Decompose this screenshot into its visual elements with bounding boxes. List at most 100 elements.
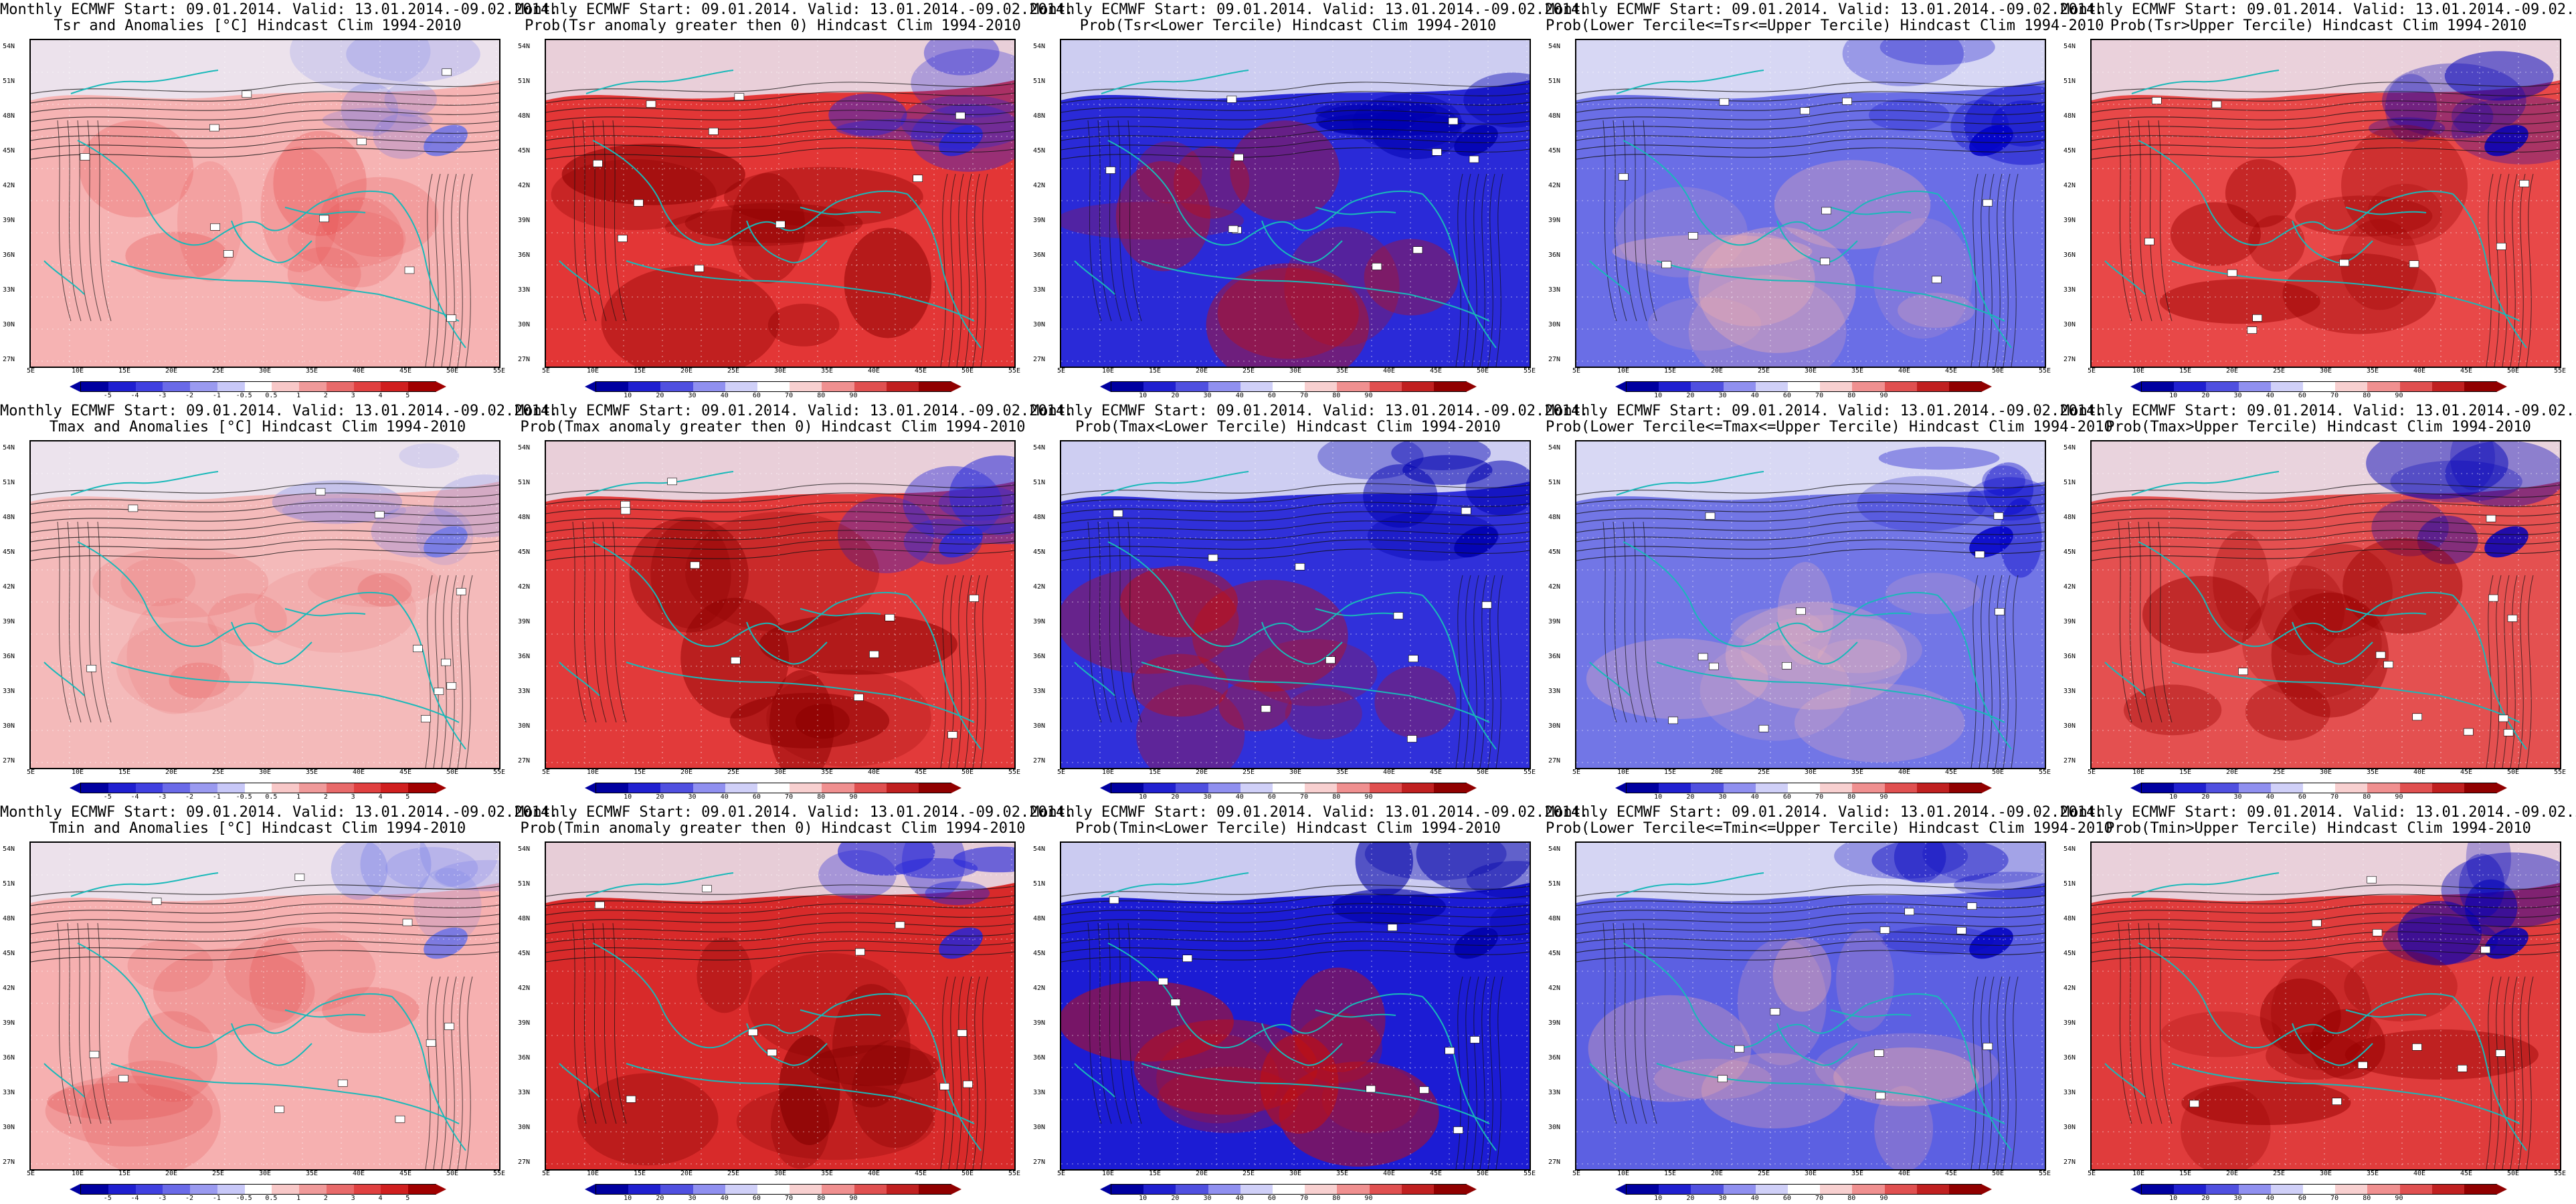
isotherm-contour <box>1087 922 1102 1124</box>
colorbar-segment <box>408 783 436 793</box>
isotherm-contour <box>1061 91 1530 104</box>
coastline <box>2292 1023 2373 1066</box>
colorbar-segment <box>1852 382 1885 391</box>
colorbar-tick-label: 20 <box>1171 392 1180 399</box>
isotherm-contour <box>1623 120 1637 322</box>
latitude-label: 54N <box>1548 845 1561 853</box>
colorbar-tick-label: 20 <box>2201 392 2210 399</box>
colorbar-tick-label: 30 <box>1203 1195 1212 1202</box>
isotherm-contour <box>2092 950 2560 963</box>
panel-title-line1: Monthly ECMWF Start: 09.01.2014. Valid: … <box>1030 403 1589 419</box>
isotherm-contour <box>1479 976 1487 1169</box>
isotherm-contour <box>1061 912 1530 925</box>
contour-label-box <box>1983 1043 1993 1050</box>
cold-anomaly-blob <box>2368 117 2446 140</box>
latitude-label: 48N <box>518 112 531 120</box>
warm-anomaly-blob <box>2340 219 2419 310</box>
colorbar-segment <box>854 382 887 391</box>
cold-anomaly-blob <box>1894 843 1946 883</box>
contour-label-box <box>947 731 957 738</box>
colorbar-segment <box>1337 382 1370 391</box>
longitude-label: 35E <box>1336 367 1349 375</box>
contour-label-box <box>441 658 451 666</box>
longitude-label: 35E <box>1851 769 1864 776</box>
isotherm-contour <box>592 120 607 322</box>
contour-label-box <box>1966 902 1977 910</box>
longitude-label: 5E <box>541 1170 551 1177</box>
map-area <box>29 39 500 368</box>
isotherm-contour <box>1087 521 1102 723</box>
isotherm-contour <box>948 976 956 1169</box>
colorbar-segment <box>660 783 693 793</box>
north-band <box>2092 843 2560 903</box>
colorbar-segment <box>1272 783 1305 793</box>
isotherm-contour <box>1061 539 1530 552</box>
cold-anomaly-blob <box>901 843 965 900</box>
colorbar-tick-label: 60 <box>1267 1195 1276 1202</box>
warm-anomaly-blob <box>2181 1080 2351 1125</box>
latitude-label: 39N <box>518 1019 531 1027</box>
isotherm-contour <box>31 502 499 514</box>
map-area <box>2090 440 2561 769</box>
colorbar-segment <box>628 783 661 793</box>
warm-anomaly-blob <box>729 692 890 748</box>
latitude-label: 45N <box>3 950 15 957</box>
latitude-label: 51N <box>1033 880 1046 888</box>
isotherm-contour <box>956 173 964 367</box>
contour-label-box <box>2480 946 2490 954</box>
longitude-label: 25E <box>211 769 225 776</box>
panel-title-line2: Prob(Tmax<Lower Tercile) Hindcast Clim 1… <box>1075 419 1501 435</box>
colorbar-tick-label: 80 <box>1847 793 1856 801</box>
cold-anomaly-blob <box>1922 843 2045 884</box>
longitude-label: 5E <box>1572 367 1581 375</box>
colorbar-segment <box>1111 1185 1144 1194</box>
isotherm-contour <box>1463 575 1471 768</box>
isotherm-contour <box>582 120 597 322</box>
colorbar-segment <box>1401 1185 1434 1194</box>
contour-label-box <box>210 223 220 231</box>
longitude-label: 5E <box>26 1170 35 1177</box>
colorbar-segment <box>2302 783 2336 793</box>
isotherm-contour <box>1987 173 1995 367</box>
isotherm-contour <box>2092 128 2560 141</box>
colorbar-segment <box>1787 382 1821 391</box>
colorbar-tick-label: 60 <box>1782 392 1791 399</box>
latitude-label: 42N <box>1033 985 1046 992</box>
latitude-label: 48N <box>1033 514 1046 521</box>
colorbar-segment <box>1723 783 1756 793</box>
warm-anomaly-blob <box>1284 227 1400 347</box>
isotherm-contour <box>546 100 1014 113</box>
isotherm-contour <box>1576 884 2045 897</box>
colorbar-min-arrow <box>1615 1184 1626 1195</box>
latitude-label: 51N <box>1548 479 1561 486</box>
latitude-label: 36N <box>2063 653 2076 660</box>
isotherm-contour <box>2092 922 2560 934</box>
cold-anomaly-blob <box>1879 40 1995 66</box>
colorbar-segment <box>2464 382 2497 391</box>
warm-anomaly-blob <box>779 1035 840 1145</box>
latitude-label: 36N <box>518 653 531 660</box>
isotherm-contour <box>31 912 499 925</box>
isotherm-contour <box>433 173 441 367</box>
contour-label-box <box>319 215 329 223</box>
coastline <box>1107 140 1423 246</box>
coastline <box>907 193 982 348</box>
isotherm-contour <box>1097 521 1112 723</box>
latitude-label: 33N <box>518 1089 531 1096</box>
colorbar-max-arrow <box>951 783 961 793</box>
coastline <box>43 260 85 295</box>
longitude-label: 40E <box>1898 769 1911 776</box>
longitude-label: 20E <box>1710 367 1724 375</box>
map-field <box>1576 843 2045 1169</box>
longitude-label: 15E <box>1148 769 1162 776</box>
isotherm-contour <box>2510 173 2518 367</box>
isotherm-contour <box>1576 520 2045 533</box>
isotherm-contour <box>2518 173 2526 367</box>
cold-anomaly-blob <box>2444 51 2554 101</box>
coastline <box>626 260 975 322</box>
map-panel: Monthly ECMWF Start: 09.01.2014. Valid: … <box>2061 803 2576 1204</box>
colorbar-tick-label: 90 <box>849 1195 858 1202</box>
coastline <box>907 996 982 1151</box>
colorbar-tick-label: 20 <box>1171 1195 1180 1202</box>
longitude-label: 25E <box>1757 769 1770 776</box>
